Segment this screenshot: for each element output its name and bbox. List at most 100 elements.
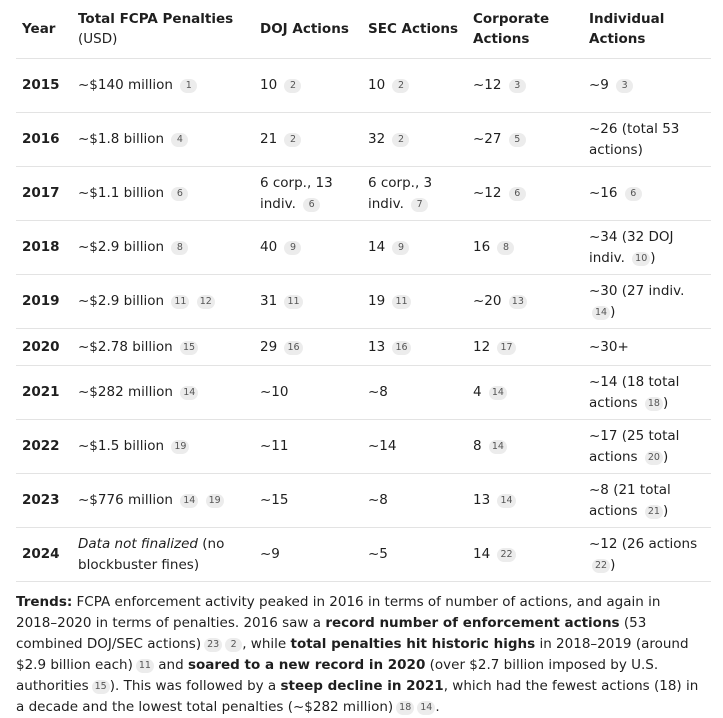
citation-badge[interactable]: 10 [632, 251, 651, 266]
citation-badge[interactable]: 11 [171, 295, 190, 310]
citation-badge[interactable]: 2 [392, 79, 410, 94]
cell-text: 13 [368, 338, 386, 355]
cell-text: ~12 [473, 77, 502, 94]
citation-badge[interactable]: 16 [284, 340, 303, 355]
citation-badge[interactable]: 7 [411, 197, 429, 212]
cell-text: 14 [473, 546, 491, 563]
trends-text: . [435, 698, 440, 715]
citation-badge[interactable]: 16 [392, 340, 411, 355]
cell-text: ~$776 million [78, 492, 173, 509]
citation-badge[interactable]: 19 [171, 440, 190, 455]
citation-badge[interactable]: 20 [644, 450, 663, 465]
citation-badge[interactable]: 14 [180, 386, 199, 401]
cell-suffix: ) [662, 448, 669, 465]
citation-badge[interactable]: 19 [205, 494, 224, 509]
cell-text: ~30 (27 indiv. [589, 283, 685, 300]
cell-sec: ~14 [362, 420, 467, 474]
trends-bold: record number of enforcement actions [325, 614, 620, 631]
citation-badge[interactable]: 18 [396, 700, 415, 715]
cell-text: ~10 [260, 384, 289, 401]
cell-suffix: ) [650, 249, 656, 266]
cell-penalties: Data not finalized (no blockbuster fines… [72, 528, 254, 582]
citation-badge[interactable]: 2 [284, 133, 302, 148]
citation-badge[interactable]: 13 [508, 295, 527, 310]
cell-text: ~27 [473, 131, 502, 148]
citation-badge[interactable]: 2 [284, 79, 302, 94]
citation-badge[interactable]: 4 [171, 133, 189, 148]
citation-badge[interactable]: 18 [644, 396, 663, 411]
cell-corporate: 12 17 [467, 329, 583, 366]
cell-year: 2017 [16, 167, 72, 221]
cell-doj: ~9 [254, 528, 362, 582]
citation-badge[interactable]: 21 [644, 504, 663, 519]
citation-badge[interactable]: 14 [488, 440, 507, 455]
citation-badge[interactable]: 6 [171, 187, 189, 202]
cell-doj: 29 16 [254, 329, 362, 366]
cell-penalties: ~$1.5 billion 19 [72, 420, 254, 474]
citation-badge[interactable]: 9 [284, 241, 302, 256]
cell-text: 21 [260, 131, 278, 148]
citation-badge[interactable]: 3 [508, 79, 526, 94]
citation-badge[interactable]: 11 [392, 295, 411, 310]
cell-doj: ~10 [254, 366, 362, 420]
header-corporate: Corporate Actions [473, 10, 550, 47]
cell-text: 6 corp., 3 indiv. [368, 175, 433, 212]
cell-doj: 6 corp., 13 indiv. 6 [254, 167, 362, 221]
cell-text: ~9 [589, 77, 609, 94]
citation-badge[interactable]: 11 [135, 658, 154, 673]
citation-badge[interactable]: 8 [497, 241, 515, 256]
citation-badge[interactable]: 11 [284, 295, 303, 310]
cell-doj: ~11 [254, 420, 362, 474]
citation-badge[interactable]: 5 [508, 133, 526, 148]
header-individual: Individual Actions [589, 10, 665, 47]
trends-bold: soared to a new record in 2020 [187, 656, 426, 673]
citation-badge[interactable]: 22 [592, 558, 611, 573]
citation-badge[interactable]: 1 [180, 79, 198, 94]
cell-corporate: ~20 13 [467, 275, 583, 329]
trends-text: FCPA enforcement activity peaked in 2016… [16, 594, 661, 631]
citation-badge[interactable]: 6 [508, 187, 526, 202]
cell-sec: 10 2 [362, 59, 467, 113]
cell-text: ~14 (18 total actions [589, 374, 680, 411]
trends-label: Trends: [16, 594, 73, 610]
citation-badge[interactable]: 14 [180, 494, 199, 509]
citation-badge[interactable]: 17 [497, 340, 516, 355]
cell-text: 13 [473, 492, 491, 509]
cell-year: 2022 [16, 420, 72, 474]
citation-badge[interactable]: 8 [171, 241, 189, 256]
cell-penalties: ~$776 million 14 19 [72, 474, 254, 528]
cell-corporate: 8 14 [467, 420, 583, 474]
citation-badge[interactable]: 22 [497, 548, 516, 563]
citation-badge[interactable]: 12 [196, 295, 215, 310]
citation-badge[interactable]: 14 [488, 386, 507, 401]
cell-text: ~17 (25 total actions [589, 428, 680, 465]
table-row: 2016 ~$1.8 billion 4 21 2 32 2 ~27 5 ~26 (tot… [16, 112, 711, 167]
cell-corporate: 16 8 [467, 221, 583, 275]
citation-badge[interactable]: 9 [392, 241, 410, 256]
cell-year: 2021 [16, 366, 72, 420]
header-sec: SEC Actions [368, 20, 459, 37]
citation-badge[interactable]: 2 [225, 637, 243, 652]
cell-text: ~$1.8 billion [78, 131, 165, 148]
cell-individual: ~30+ [583, 329, 711, 366]
citation-badge[interactable]: 14 [417, 700, 436, 715]
citation-badge[interactable]: 6 [624, 187, 642, 202]
cell-text: ~$2.9 billion [78, 239, 165, 256]
citation-badge[interactable]: 15 [179, 340, 199, 355]
citation-badge[interactable]: 23 [204, 637, 223, 652]
cell-penalties: ~$282 million 14 [72, 366, 254, 420]
citation-badge[interactable]: 14 [497, 494, 516, 509]
cell-text-italic: Data not finalized [78, 536, 198, 553]
citation-badge[interactable]: 2 [392, 133, 410, 148]
trends-text: ). This was followed by a [109, 677, 281, 694]
citation-badge[interactable]: 3 [616, 79, 634, 94]
citation-badge[interactable]: 14 [592, 305, 611, 320]
cell-text: ~8 (21 total actions [589, 482, 671, 519]
cell-doj: 40 9 [254, 221, 362, 275]
cell-corporate: 13 14 [467, 474, 583, 528]
citation-badge[interactable]: 15 [91, 679, 110, 694]
citation-badge[interactable]: 6 [303, 197, 321, 212]
trends-text: , while [242, 635, 291, 652]
table-row: 2018 ~$2.9 billion 8 40 9 14 9 16 8 ~34 (32 D… [16, 220, 711, 275]
